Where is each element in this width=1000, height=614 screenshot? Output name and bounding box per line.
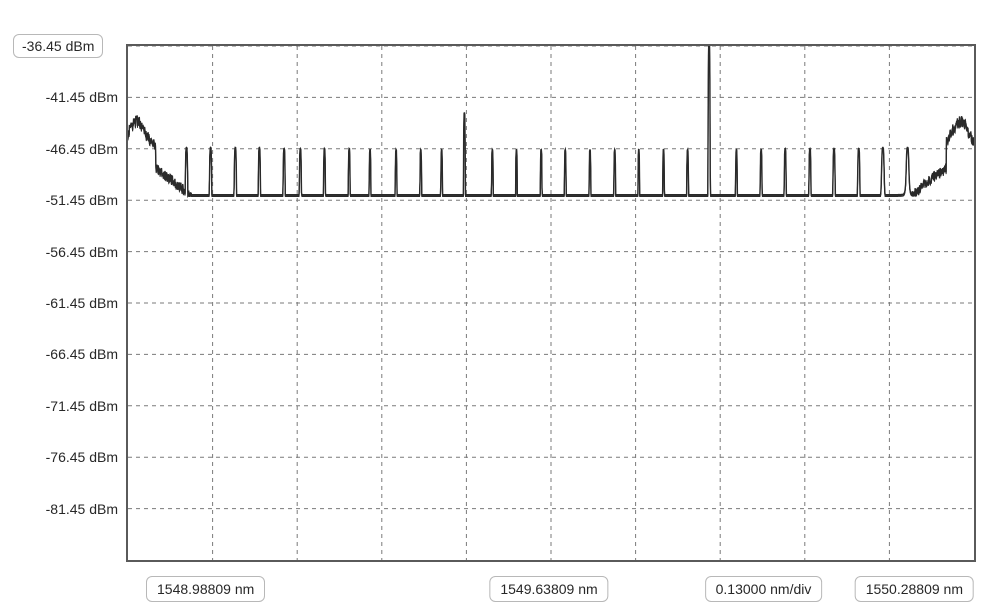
grid: [128, 46, 974, 560]
y-tick-label: -51.45 dBm: [0, 192, 118, 208]
x-div-badge: 0.13000 nm/div: [705, 576, 823, 602]
x-tick-badge: 1550.28809 nm: [855, 576, 974, 602]
y-tick-label: -66.45 dBm: [0, 346, 118, 362]
y-tick-label: -71.45 dBm: [0, 398, 118, 414]
plot-area: [126, 44, 976, 562]
y-tick-label: -41.45 dBm: [0, 89, 118, 105]
y-tick-label: -81.45 dBm: [0, 501, 118, 517]
y-tick-label: -46.45 dBm: [0, 141, 118, 157]
y-tick-label: -61.45 dBm: [0, 295, 118, 311]
y-tick-label: -36.45 dBm: [13, 34, 103, 58]
app-root: -36.45 dBm -41.45 dBm -46.45 dBm -51.45 dBm…: [0, 0, 1000, 614]
y-tick-label: -76.45 dBm: [0, 449, 118, 465]
x-tick-badge: 1549.63809 nm: [489, 576, 608, 602]
x-tick-badge: 1548.98809 nm: [146, 576, 265, 602]
plot-svg: [128, 46, 974, 560]
y-tick-label: -56.45 dBm: [0, 244, 118, 260]
